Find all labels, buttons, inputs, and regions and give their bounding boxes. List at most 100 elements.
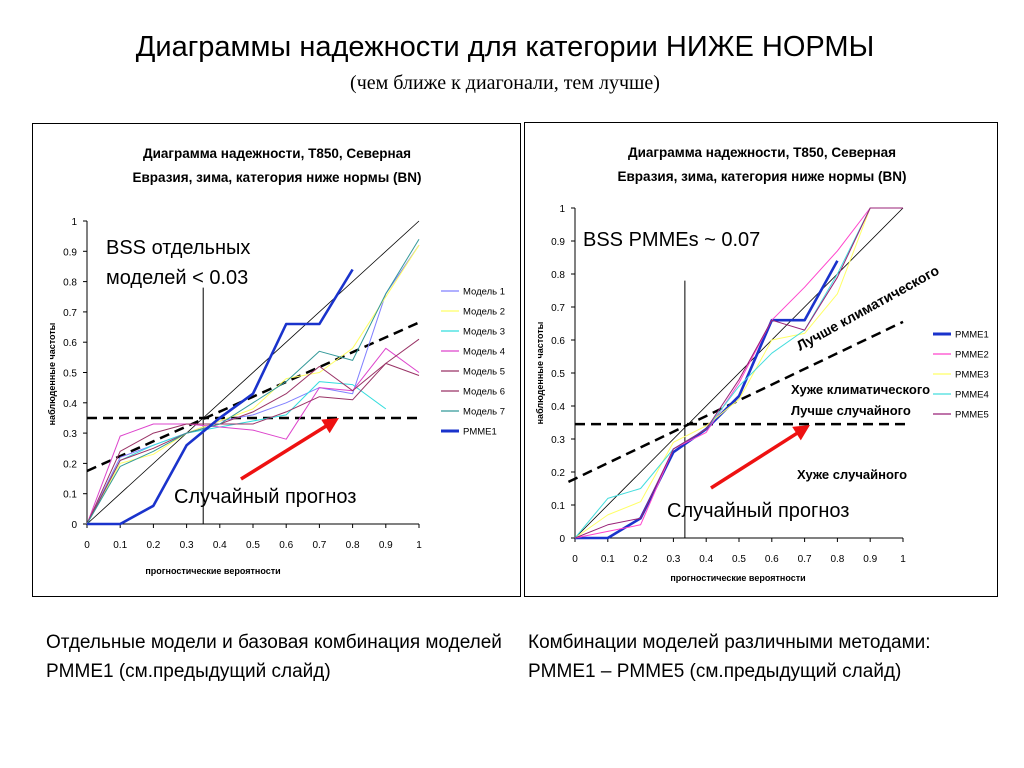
bss-annotation-line-1: BSS отдельных bbox=[106, 237, 250, 259]
series-line-pmme5 bbox=[574, 207, 903, 539]
diagonal-line bbox=[574, 207, 904, 539]
red-arrow-head bbox=[321, 418, 339, 434]
legend-label: Модель 1 bbox=[463, 287, 505, 298]
y-tick-label: 0.1 bbox=[63, 490, 77, 501]
series-line-модель-4 bbox=[86, 347, 420, 525]
better-climatology-label: Лучше климатического bbox=[794, 262, 942, 354]
legend-label: PMME1 bbox=[463, 427, 497, 438]
caption-left: Отдельные модели и базовая комбинация мо… bbox=[46, 632, 502, 682]
series-line-модель-5 bbox=[86, 338, 420, 525]
legend-label: PMME4 bbox=[955, 390, 989, 401]
random-forecast-label: Случайный прогноз bbox=[667, 500, 849, 522]
series-group bbox=[574, 207, 903, 540]
legend-label: PMME1 bbox=[955, 330, 989, 341]
series-line-pmme2 bbox=[574, 207, 871, 539]
red-arrow-shaft bbox=[710, 429, 801, 490]
legend: PMME1 PMME2 PMME3 PMME4 PMME5 bbox=[933, 330, 989, 421]
x-axis-label: прогностические вероятности bbox=[145, 566, 280, 576]
y-tick-label: 0.2 bbox=[63, 459, 77, 470]
y-tick-label: 0.1 bbox=[551, 501, 565, 512]
random-forecast-label: Случайный прогноз bbox=[174, 486, 356, 508]
left-reliability-chart: Диаграмма надежности, T850, Северная Евр… bbox=[47, 146, 505, 576]
y-tick-label: 0.4 bbox=[551, 402, 565, 413]
series-line-модель-7 bbox=[86, 238, 420, 525]
series-line-pmme3 bbox=[574, 207, 871, 539]
axes-group: 0 0.1 0.2 0.3 0.4 0.5 0.6 0.7 0.8 0.9 1 0 0.1 0.2 0.3 0… bbox=[63, 217, 423, 551]
legend-label: Модель 2 bbox=[463, 307, 505, 318]
x-tick-label: 0.9 bbox=[379, 540, 393, 551]
x-tick-label: 0.3 bbox=[666, 554, 680, 565]
x-axis-label: прогностические вероятности bbox=[670, 573, 805, 583]
x-tick-label: 0.8 bbox=[346, 540, 360, 551]
y-tick-label: 1 bbox=[71, 217, 77, 228]
y-tick-label: 0.2 bbox=[551, 468, 565, 479]
x-tick-label: 0.9 bbox=[863, 554, 877, 565]
x-tick-label: 0.4 bbox=[699, 554, 713, 565]
left-chart-panel: Диаграмма надежности, T850, Северная Евр… bbox=[32, 123, 521, 597]
x-tick-label: 0.1 bbox=[601, 554, 615, 565]
x-tick-label: 0.4 bbox=[213, 540, 227, 551]
slide-title: Диаграммы надежности для категории НИЖЕ … bbox=[135, 31, 875, 63]
worse-climatology-label: Хуже климатического bbox=[791, 382, 930, 397]
y-tick-label: 0.3 bbox=[63, 429, 77, 440]
y-axis-label: наблюденные частоты bbox=[535, 321, 545, 424]
legend-label: PMME3 bbox=[955, 370, 989, 381]
x-tick-label: 0.7 bbox=[798, 554, 812, 565]
x-tick-label: 0.2 bbox=[146, 540, 160, 551]
x-tick-label: 1 bbox=[416, 540, 422, 551]
y-tick-label: 0 bbox=[71, 520, 77, 531]
x-tick-label: 0.2 bbox=[634, 554, 648, 565]
y-tick-label: 0.7 bbox=[551, 303, 565, 314]
annotations: BSS отдельных моделей < 0.03 Случайный п… bbox=[106, 237, 356, 508]
x-tick-label: 0.5 bbox=[732, 554, 746, 565]
x-tick-label: 0.3 bbox=[180, 540, 194, 551]
chart-title-line-1: Диаграмма надежности, T850, Северная bbox=[628, 145, 896, 160]
legend-label: Модель 3 bbox=[463, 327, 505, 338]
x-tick-label: 1 bbox=[900, 554, 906, 565]
y-tick-label: 0.9 bbox=[551, 237, 565, 248]
series-line-модель-2 bbox=[86, 244, 420, 525]
legend-label: Модель 5 bbox=[463, 367, 505, 378]
x-tick-label: 0.7 bbox=[312, 540, 326, 551]
x-tick-label: 0.5 bbox=[246, 540, 260, 551]
legend-label: PMME5 bbox=[955, 410, 989, 421]
y-tick-label: 0.5 bbox=[551, 369, 565, 380]
y-tick-label: 0.5 bbox=[63, 369, 77, 380]
series-line-pmme4 bbox=[574, 207, 871, 539]
x-tick-label: 0.1 bbox=[113, 540, 127, 551]
y-tick-label: 0.6 bbox=[63, 338, 77, 349]
y-tick-label: 0.7 bbox=[63, 308, 77, 319]
series-group bbox=[86, 238, 420, 526]
y-tick-label: 0 bbox=[559, 534, 565, 545]
better-random-label: Лучше случайного bbox=[791, 403, 911, 418]
x-tick-label: 0 bbox=[84, 540, 90, 551]
x-tick-label: 0.8 bbox=[830, 554, 844, 565]
legend-label: Модель 4 bbox=[463, 347, 505, 358]
chart-title-line-2: Евразия, зима, категория ниже нормы (BN) bbox=[132, 170, 421, 185]
bss-annotation: BSS PMMEs ~ 0.07 bbox=[583, 229, 760, 251]
y-tick-label: 0.8 bbox=[551, 270, 565, 281]
x-tick-label: 0.6 bbox=[765, 554, 779, 565]
right-reliability-chart: Диаграмма надежности, T850, Северная Евр… bbox=[535, 145, 989, 583]
series-line-модель-1 bbox=[86, 244, 420, 525]
y-tick-label: 0.8 bbox=[63, 278, 77, 289]
diagonal-line bbox=[86, 220, 420, 525]
worse-random-label: Хуже случайного bbox=[797, 467, 907, 482]
right-chart-panel: Диаграмма надежности, T850, Северная Евр… bbox=[524, 122, 998, 597]
caption-right: Комбинации моделей различными методами: … bbox=[528, 632, 931, 682]
series-line-модель-6 bbox=[86, 362, 420, 525]
red-arrow-shaft bbox=[240, 422, 330, 481]
x-tick-label: 0 bbox=[572, 554, 578, 565]
y-axis-label: наблюденные частоты bbox=[47, 322, 57, 425]
chart-title-line-2: Евразия, зима, категория ниже нормы (BN) bbox=[617, 169, 906, 184]
series-line-pmme1 bbox=[87, 268, 354, 526]
y-tick-label: 0.3 bbox=[551, 435, 565, 446]
slide-subtitle: (чем ближе к диагонали, тем лучше) bbox=[350, 72, 660, 94]
legend-label: PMME2 bbox=[955, 350, 989, 361]
y-tick-label: 0.6 bbox=[551, 336, 565, 347]
red-arrow-head bbox=[792, 425, 810, 441]
y-tick-label: 1 bbox=[559, 204, 565, 215]
y-tick-label: 0.4 bbox=[63, 399, 77, 410]
legend-label: Модель 6 bbox=[463, 387, 505, 398]
x-tick-label: 0.6 bbox=[279, 540, 293, 551]
